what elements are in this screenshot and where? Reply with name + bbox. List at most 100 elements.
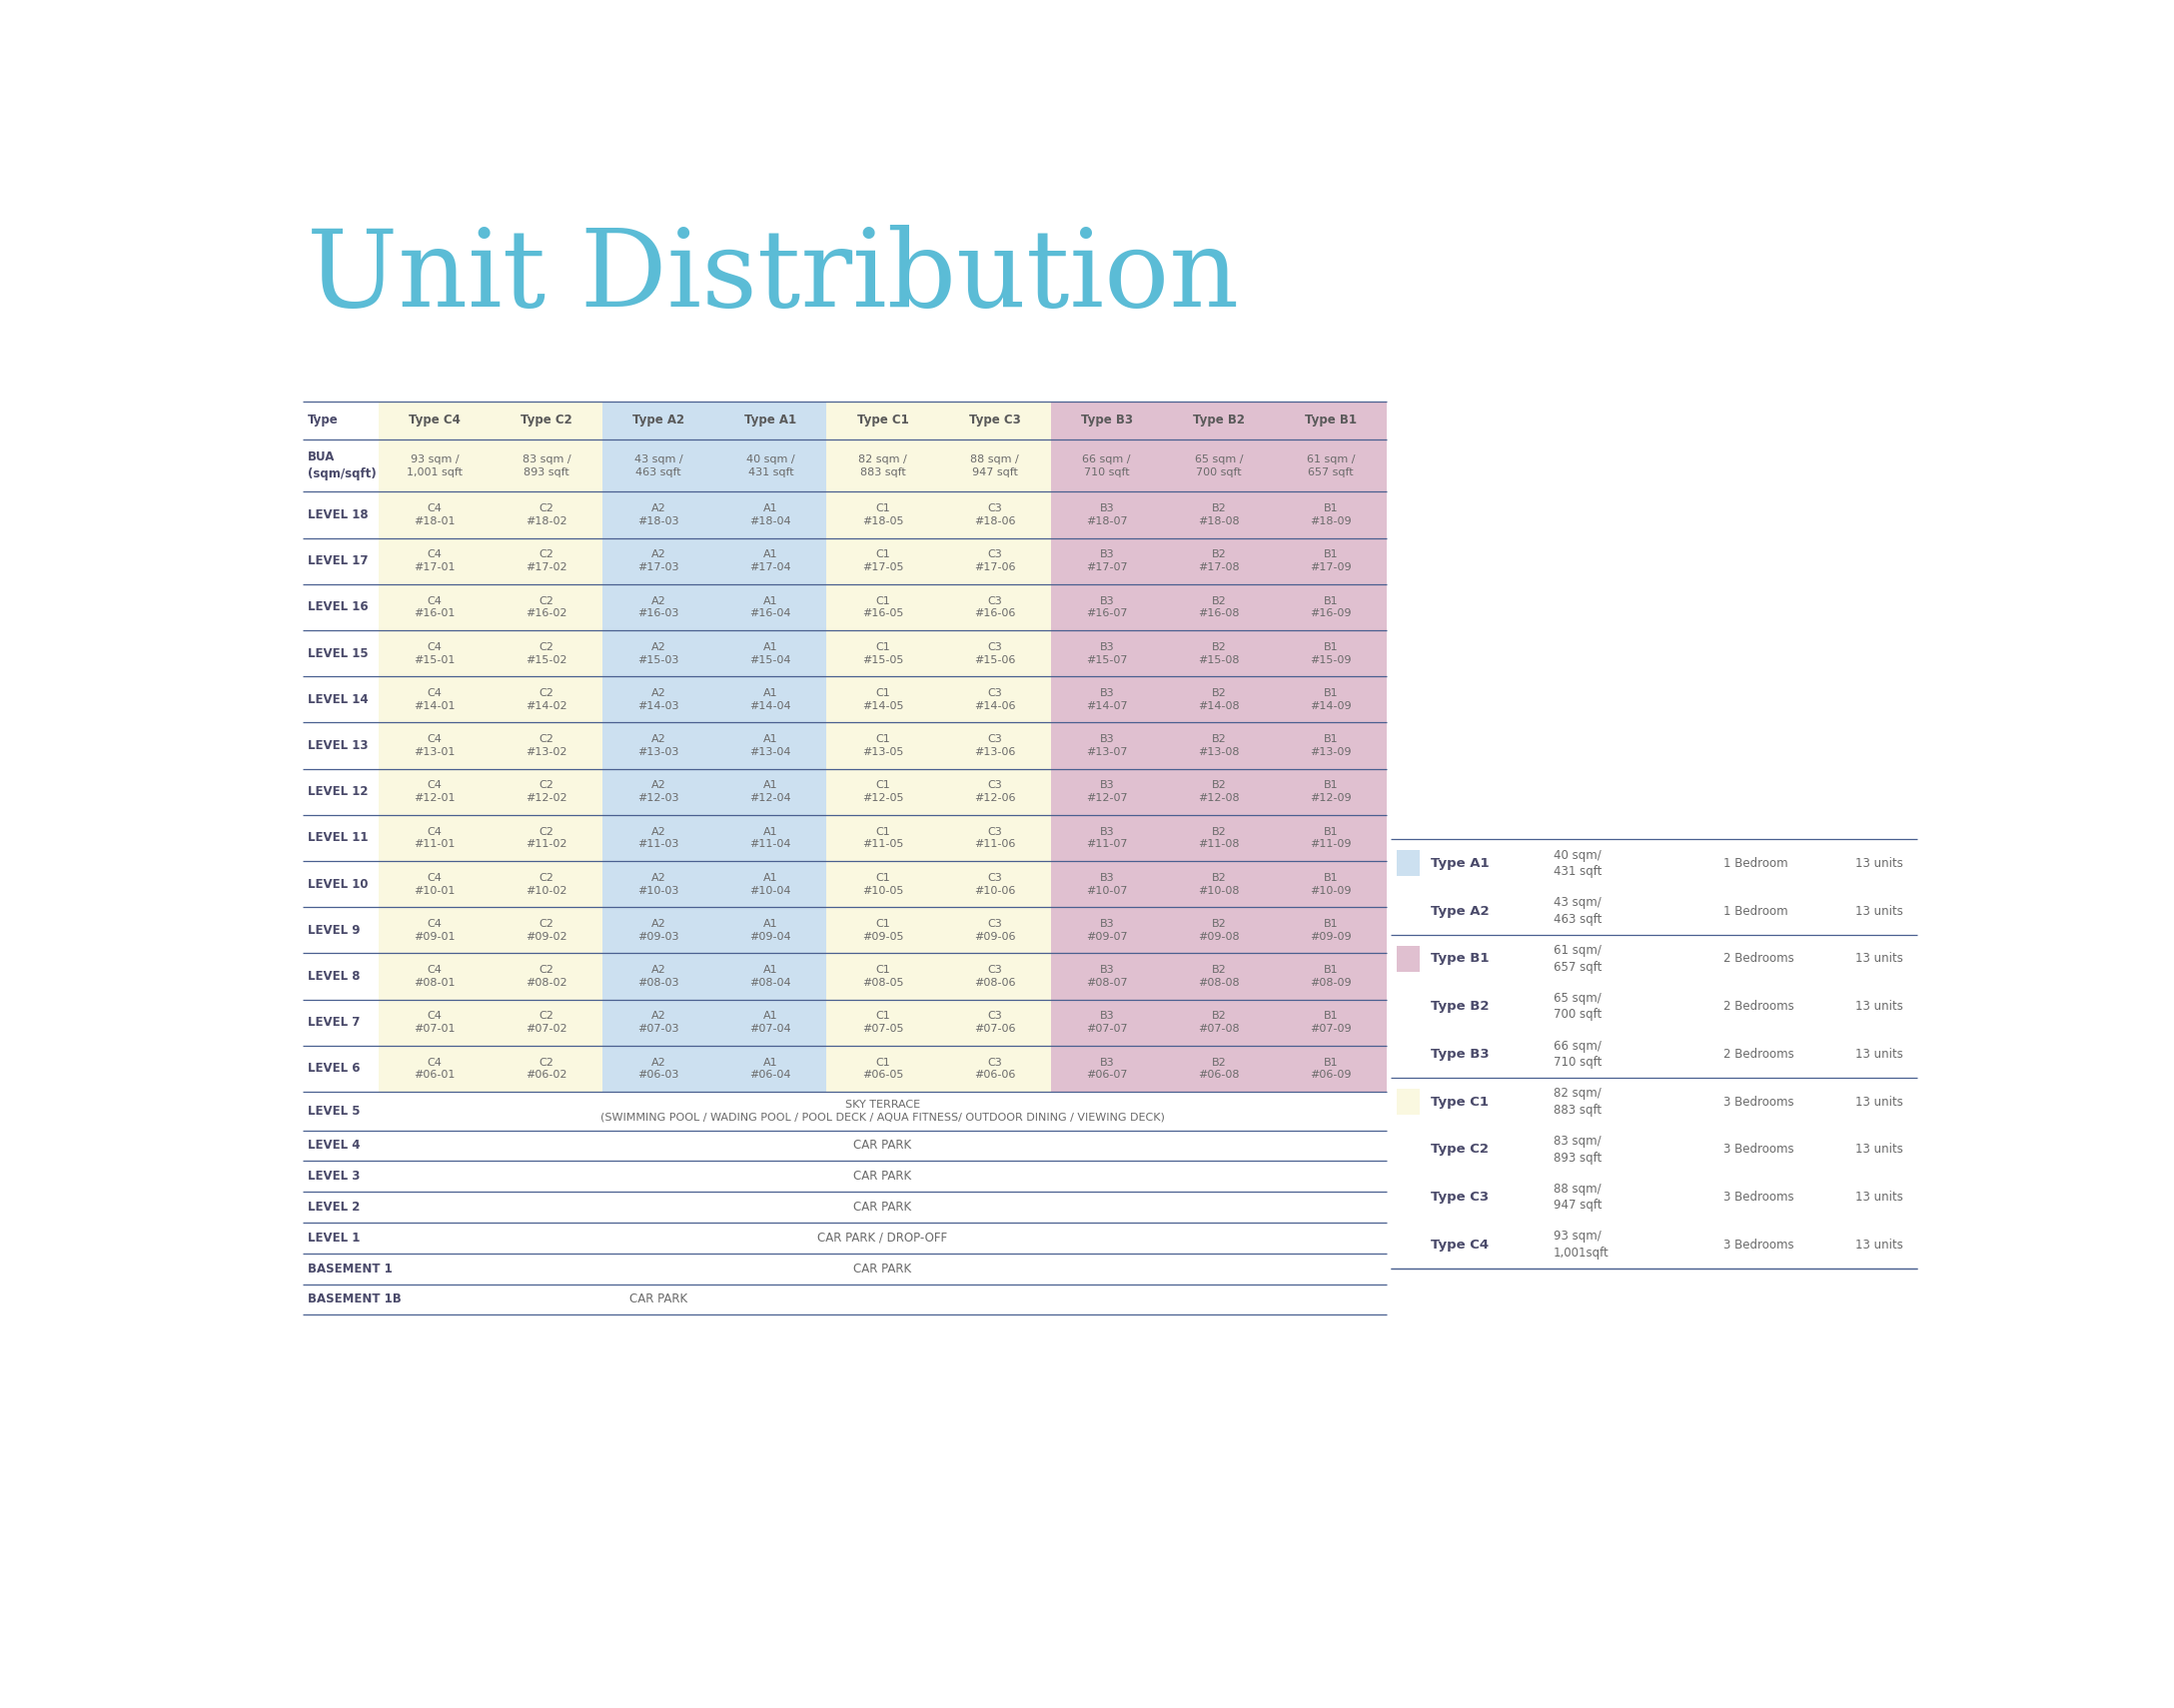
Text: A1
#16-04: A1 #16-04	[750, 596, 791, 618]
Text: A1
#13-04: A1 #13-04	[750, 734, 791, 757]
Text: Type C1: Type C1	[857, 413, 909, 427]
Text: Type B3: Type B3	[1080, 413, 1133, 427]
Text: C2
#10-02: C2 #10-02	[526, 873, 567, 895]
Text: CAR PARK: CAR PARK	[854, 1201, 911, 1214]
Text: B2
#16-08: B2 #16-08	[1198, 596, 1239, 618]
Text: Type C1: Type C1	[1430, 1095, 1489, 1108]
Text: C2
#17-02: C2 #17-02	[526, 550, 567, 572]
Text: A2
#07-03: A2 #07-03	[637, 1011, 678, 1033]
Text: C4
#08-01: C4 #08-01	[413, 965, 454, 987]
Text: C1
#17-05: C1 #17-05	[861, 550, 904, 572]
Bar	[826, 401, 939, 1091]
Text: LEVEL 17: LEVEL 17	[307, 555, 367, 567]
Text: C3
#06-06: C3 #06-06	[974, 1057, 1015, 1079]
Text: 1 Bedroom: 1 Bedroom	[1724, 905, 1787, 917]
Text: A1
#14-04: A1 #14-04	[750, 688, 791, 711]
Text: 43 sqm /
463 sqft: 43 sqm / 463 sqft	[635, 454, 683, 477]
Text: Type C4: Type C4	[409, 413, 461, 427]
Text: 3 Bedrooms: 3 Bedrooms	[1724, 1095, 1794, 1108]
Text: B1
#09-09: B1 #09-09	[1311, 919, 1352, 941]
Text: B3
#16-07: B3 #16-07	[1087, 596, 1128, 618]
Text: A2
#13-03: A2 #13-03	[637, 734, 678, 757]
Text: CAR PARK: CAR PARK	[854, 1170, 911, 1184]
Text: C1
#06-05: C1 #06-05	[863, 1057, 904, 1079]
Text: A1
#08-04: A1 #08-04	[750, 965, 791, 987]
Text: 40 sqm/
431 sqft: 40 sqm/ 431 sqft	[1552, 849, 1602, 878]
Text: B1
#10-09: B1 #10-09	[1311, 873, 1352, 895]
Text: B2
#12-08: B2 #12-08	[1198, 781, 1239, 803]
Text: 43 sqm/
463 sqft: 43 sqm/ 463 sqft	[1552, 897, 1602, 926]
Text: C4
#18-01: C4 #18-01	[413, 504, 454, 526]
Text: 13 units: 13 units	[1854, 1143, 1902, 1156]
Text: C2
#08-02: C2 #08-02	[526, 965, 567, 987]
Text: C3
#16-06: C3 #16-06	[974, 596, 1015, 618]
Text: B1
#12-09: B1 #12-09	[1311, 781, 1352, 803]
Text: 13 units: 13 units	[1854, 857, 1902, 869]
Text: Type B1: Type B1	[1430, 951, 1489, 965]
Text: LEVEL 5: LEVEL 5	[307, 1105, 361, 1117]
Text: 40 sqm /
431 sqft: 40 sqm / 431 sqft	[746, 454, 796, 477]
Bar	[1396, 851, 1420, 876]
Text: 66 sqm /
710 sqft: 66 sqm / 710 sqft	[1083, 454, 1130, 477]
Text: B2
#15-08: B2 #15-08	[1198, 642, 1239, 664]
Text: Type B2: Type B2	[1194, 413, 1246, 427]
Text: A2
#09-03: A2 #09-03	[637, 919, 678, 941]
Text: A2
#10-03: A2 #10-03	[637, 873, 678, 895]
Text: LEVEL 18: LEVEL 18	[307, 509, 367, 521]
Bar	[602, 401, 715, 1091]
Text: LEVEL 4: LEVEL 4	[307, 1139, 361, 1153]
Text: 3 Bedrooms: 3 Bedrooms	[1724, 1143, 1794, 1156]
Text: C4
#14-01: C4 #14-01	[413, 688, 454, 711]
Text: LEVEL 3: LEVEL 3	[307, 1170, 359, 1184]
Text: C1
#07-05: C1 #07-05	[861, 1011, 904, 1033]
Text: A2
#14-03: A2 #14-03	[637, 688, 678, 711]
Text: C3
#15-06: C3 #15-06	[974, 642, 1015, 664]
Text: Type B2: Type B2	[1430, 999, 1489, 1013]
Text: B3
#06-07: B3 #06-07	[1087, 1057, 1128, 1079]
Text: B1
#16-09: B1 #16-09	[1311, 596, 1352, 618]
Text: C2
#14-02: C2 #14-02	[526, 688, 567, 711]
Text: B3
#07-07: B3 #07-07	[1085, 1011, 1128, 1033]
Text: A2
#15-03: A2 #15-03	[637, 642, 678, 664]
Text: A1
#10-04: A1 #10-04	[750, 873, 791, 895]
Text: B1
#17-09: B1 #17-09	[1311, 550, 1352, 572]
Text: B3
#09-07: B3 #09-07	[1085, 919, 1128, 941]
Bar	[491, 401, 602, 1091]
Text: B1
#13-09: B1 #13-09	[1311, 734, 1352, 757]
Text: LEVEL 16: LEVEL 16	[307, 601, 367, 613]
Text: 13 units: 13 units	[1854, 1238, 1902, 1252]
Text: A1
#07-04: A1 #07-04	[750, 1011, 791, 1033]
Text: B3
#10-07: B3 #10-07	[1087, 873, 1128, 895]
Text: LEVEL 7: LEVEL 7	[307, 1016, 359, 1028]
Text: A2
#08-03: A2 #08-03	[637, 965, 678, 987]
Text: C3
#07-06: C3 #07-06	[974, 1011, 1015, 1033]
Text: 65 sqm /
700 sqft: 65 sqm / 700 sqft	[1194, 454, 1244, 477]
Text: LEVEL 10: LEVEL 10	[307, 878, 367, 890]
Text: Type A1: Type A1	[1430, 857, 1489, 869]
Text: C3
#14-06: C3 #14-06	[974, 688, 1015, 711]
Text: A2
#16-03: A2 #16-03	[637, 596, 678, 618]
Text: C4
#10-01: C4 #10-01	[413, 873, 454, 895]
Text: 2 Bedrooms: 2 Bedrooms	[1724, 1047, 1794, 1061]
Text: A2
#11-03: A2 #11-03	[637, 827, 678, 849]
Text: B2
#08-08: B2 #08-08	[1198, 965, 1239, 987]
Text: 93 sqm/
1,001sqft: 93 sqm/ 1,001sqft	[1552, 1230, 1609, 1259]
Text: C2
#11-02: C2 #11-02	[526, 827, 567, 849]
Text: C3
#18-06: C3 #18-06	[974, 504, 1015, 526]
Text: B2
#07-08: B2 #07-08	[1198, 1011, 1239, 1033]
Text: Type A2: Type A2	[633, 413, 685, 427]
Text: 13 units: 13 units	[1854, 1190, 1902, 1204]
Text: B1
#11-09: B1 #11-09	[1311, 827, 1352, 849]
Text: A1
#06-04: A1 #06-04	[750, 1057, 791, 1079]
Text: C1
#16-05: C1 #16-05	[863, 596, 904, 618]
Text: C1
#10-05: C1 #10-05	[863, 873, 904, 895]
Text: C2
#06-02: C2 #06-02	[526, 1057, 567, 1079]
Text: 83 sqm/
893 sqft: 83 sqm/ 893 sqft	[1552, 1134, 1602, 1165]
Text: C1
#18-05: C1 #18-05	[861, 504, 904, 526]
Text: B3
#13-07: B3 #13-07	[1087, 734, 1128, 757]
Text: LEVEL 12: LEVEL 12	[307, 786, 367, 798]
Text: B2
#09-08: B2 #09-08	[1198, 919, 1239, 941]
Text: LEVEL 1: LEVEL 1	[307, 1231, 359, 1245]
Text: B2
#17-08: B2 #17-08	[1198, 550, 1239, 572]
Text: 3 Bedrooms: 3 Bedrooms	[1724, 1190, 1794, 1204]
